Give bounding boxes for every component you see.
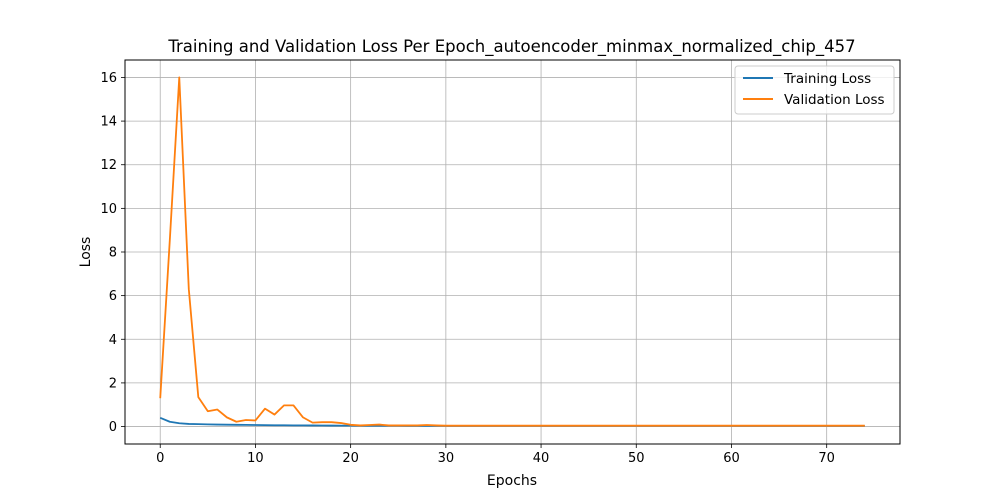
y-tick-label: 4 [109,333,117,348]
grid-lines [125,60,900,444]
x-tick-label: 50 [628,451,645,466]
legend-box [734,65,895,115]
x-axis-label: Epochs [487,473,537,489]
x-tick-label: 60 [723,451,740,466]
y-tick-label: 8 [109,246,117,261]
x-tick-label: 70 [818,451,835,466]
x-tick-label: 30 [438,451,455,466]
x-axis: 0 10 20 30 40 50 60 70 [156,444,835,466]
y-tick-label: 6 [109,289,117,304]
series-line-validation-loss [159,76,865,427]
legend: Training Loss Validation Loss [734,65,895,115]
y-tick-label: 10 [100,202,117,217]
y-tick-label: 16 [100,71,117,86]
x-tick-label: 40 [533,451,550,466]
x-tick-label: 10 [247,451,264,466]
series-layer [159,76,865,427]
y-axis-label: Loss [78,237,94,268]
chart-title: Training and Validation Loss Per Epoch_a… [167,37,855,57]
x-tick-label: 20 [342,451,359,466]
legend-label-validation-loss: Validation Loss [784,92,885,108]
x-tick-label: 0 [156,451,164,466]
y-tick-label: 12 [100,158,117,173]
legend-label-training-loss: Training Loss [783,71,871,87]
y-tick-label: 0 [109,420,117,435]
y-tick-label: 14 [100,115,117,130]
y-axis: 0 2 4 6 8 10 12 14 16 [100,71,125,435]
y-tick-label: 2 [109,376,117,391]
series-line-training-loss [159,416,865,427]
